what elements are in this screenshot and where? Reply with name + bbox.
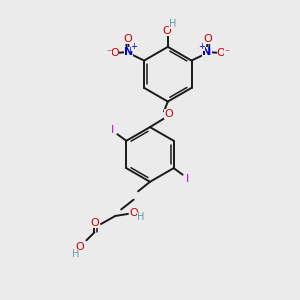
Text: +: + xyxy=(198,42,205,51)
Text: H: H xyxy=(72,249,79,259)
Text: O: O xyxy=(203,34,212,44)
Text: ⁻: ⁻ xyxy=(224,48,229,59)
Text: I: I xyxy=(111,125,115,135)
Text: O: O xyxy=(163,26,172,35)
Text: N: N xyxy=(202,47,212,57)
Text: +: + xyxy=(130,42,137,51)
Text: O: O xyxy=(124,34,133,44)
Text: H: H xyxy=(137,212,145,222)
Text: O: O xyxy=(110,48,119,58)
Text: ⁻: ⁻ xyxy=(106,48,112,59)
Text: N: N xyxy=(124,47,133,57)
Text: O: O xyxy=(130,208,138,218)
Text: O: O xyxy=(217,48,226,58)
Text: O: O xyxy=(164,109,173,119)
Text: O: O xyxy=(90,218,99,228)
Text: H: H xyxy=(169,19,177,29)
Text: I: I xyxy=(185,173,189,184)
Text: O: O xyxy=(76,242,85,252)
